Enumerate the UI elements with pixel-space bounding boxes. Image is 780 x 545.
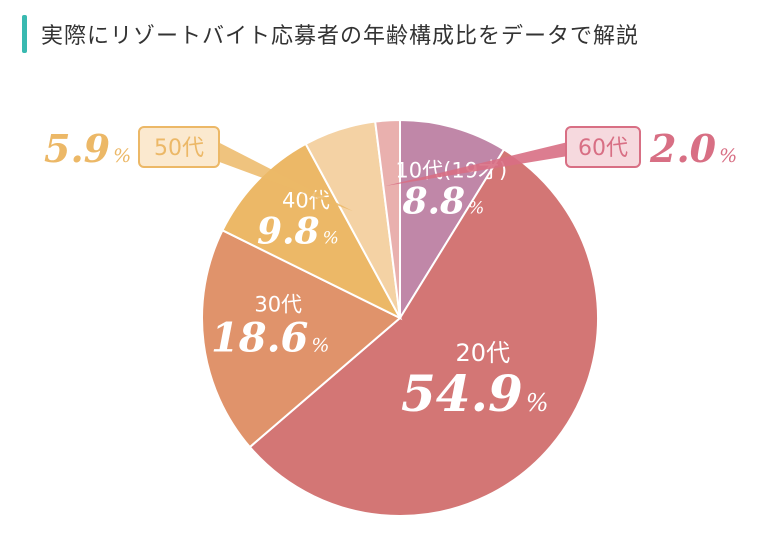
callout-pointer <box>385 142 568 186</box>
chart-header: 実際にリゾートバイト応募者の年齢構成比をデータで解説 <box>22 12 639 56</box>
pie-slice-40 <box>221 142 403 321</box>
slice-value-label: 8.8% <box>401 181 484 223</box>
title-accent-bar <box>22 15 27 53</box>
pie-slice-60 <box>374 118 401 319</box>
pie-slice-30 <box>201 228 402 449</box>
slice-value-label: 54.9% <box>401 364 549 423</box>
callout-box <box>138 126 220 168</box>
callout-value-label: 2.0% <box>649 126 737 171</box>
callout-60: 60代 2.0% <box>385 126 737 186</box>
callout-box <box>565 126 641 168</box>
page-title: 実際にリゾートバイト応募者の年齢構成比をデータで解説 <box>41 24 640 49</box>
callout-pointer <box>214 140 353 211</box>
slice-value-label: 9.8% <box>257 211 339 253</box>
slice-value-label: 18.6% <box>211 314 329 361</box>
callout-category-label: 60代 <box>578 136 628 161</box>
pie-slice-20 <box>248 148 599 517</box>
callout-value-label: 5.9% <box>44 126 131 171</box>
callout-category-label: 50代 <box>154 136 204 161</box>
slice-category-label: 30代 <box>254 292 302 316</box>
slice-category-label: 20代 <box>456 339 511 367</box>
callout-50: 50代 5.9% <box>44 126 353 211</box>
